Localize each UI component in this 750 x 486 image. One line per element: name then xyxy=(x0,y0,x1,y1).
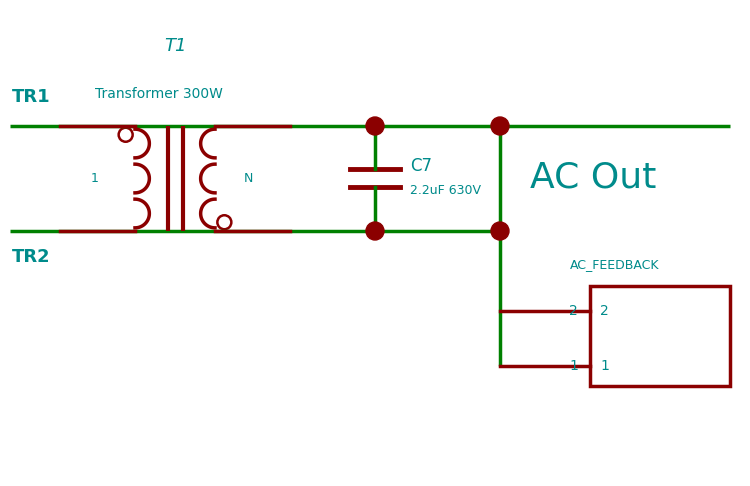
Text: AC_FEEDBACK: AC_FEEDBACK xyxy=(570,258,659,271)
Text: C7: C7 xyxy=(410,157,432,175)
Text: 1: 1 xyxy=(569,359,578,373)
Bar xyxy=(590,286,730,386)
Text: 2.2uF 630V: 2.2uF 630V xyxy=(410,185,481,197)
Text: N: N xyxy=(243,172,253,185)
Text: 2: 2 xyxy=(569,304,578,318)
Text: Transformer 300W: Transformer 300W xyxy=(95,87,223,101)
Text: TR2: TR2 xyxy=(12,248,51,266)
Circle shape xyxy=(491,222,509,240)
Text: 1: 1 xyxy=(91,172,99,185)
Text: 2: 2 xyxy=(600,304,609,318)
Circle shape xyxy=(491,117,509,135)
Text: AC Out: AC Out xyxy=(530,161,656,195)
Text: 1: 1 xyxy=(600,359,609,373)
Text: TR1: TR1 xyxy=(12,88,51,106)
Circle shape xyxy=(366,117,384,135)
Text: T1: T1 xyxy=(164,37,186,55)
Circle shape xyxy=(366,222,384,240)
